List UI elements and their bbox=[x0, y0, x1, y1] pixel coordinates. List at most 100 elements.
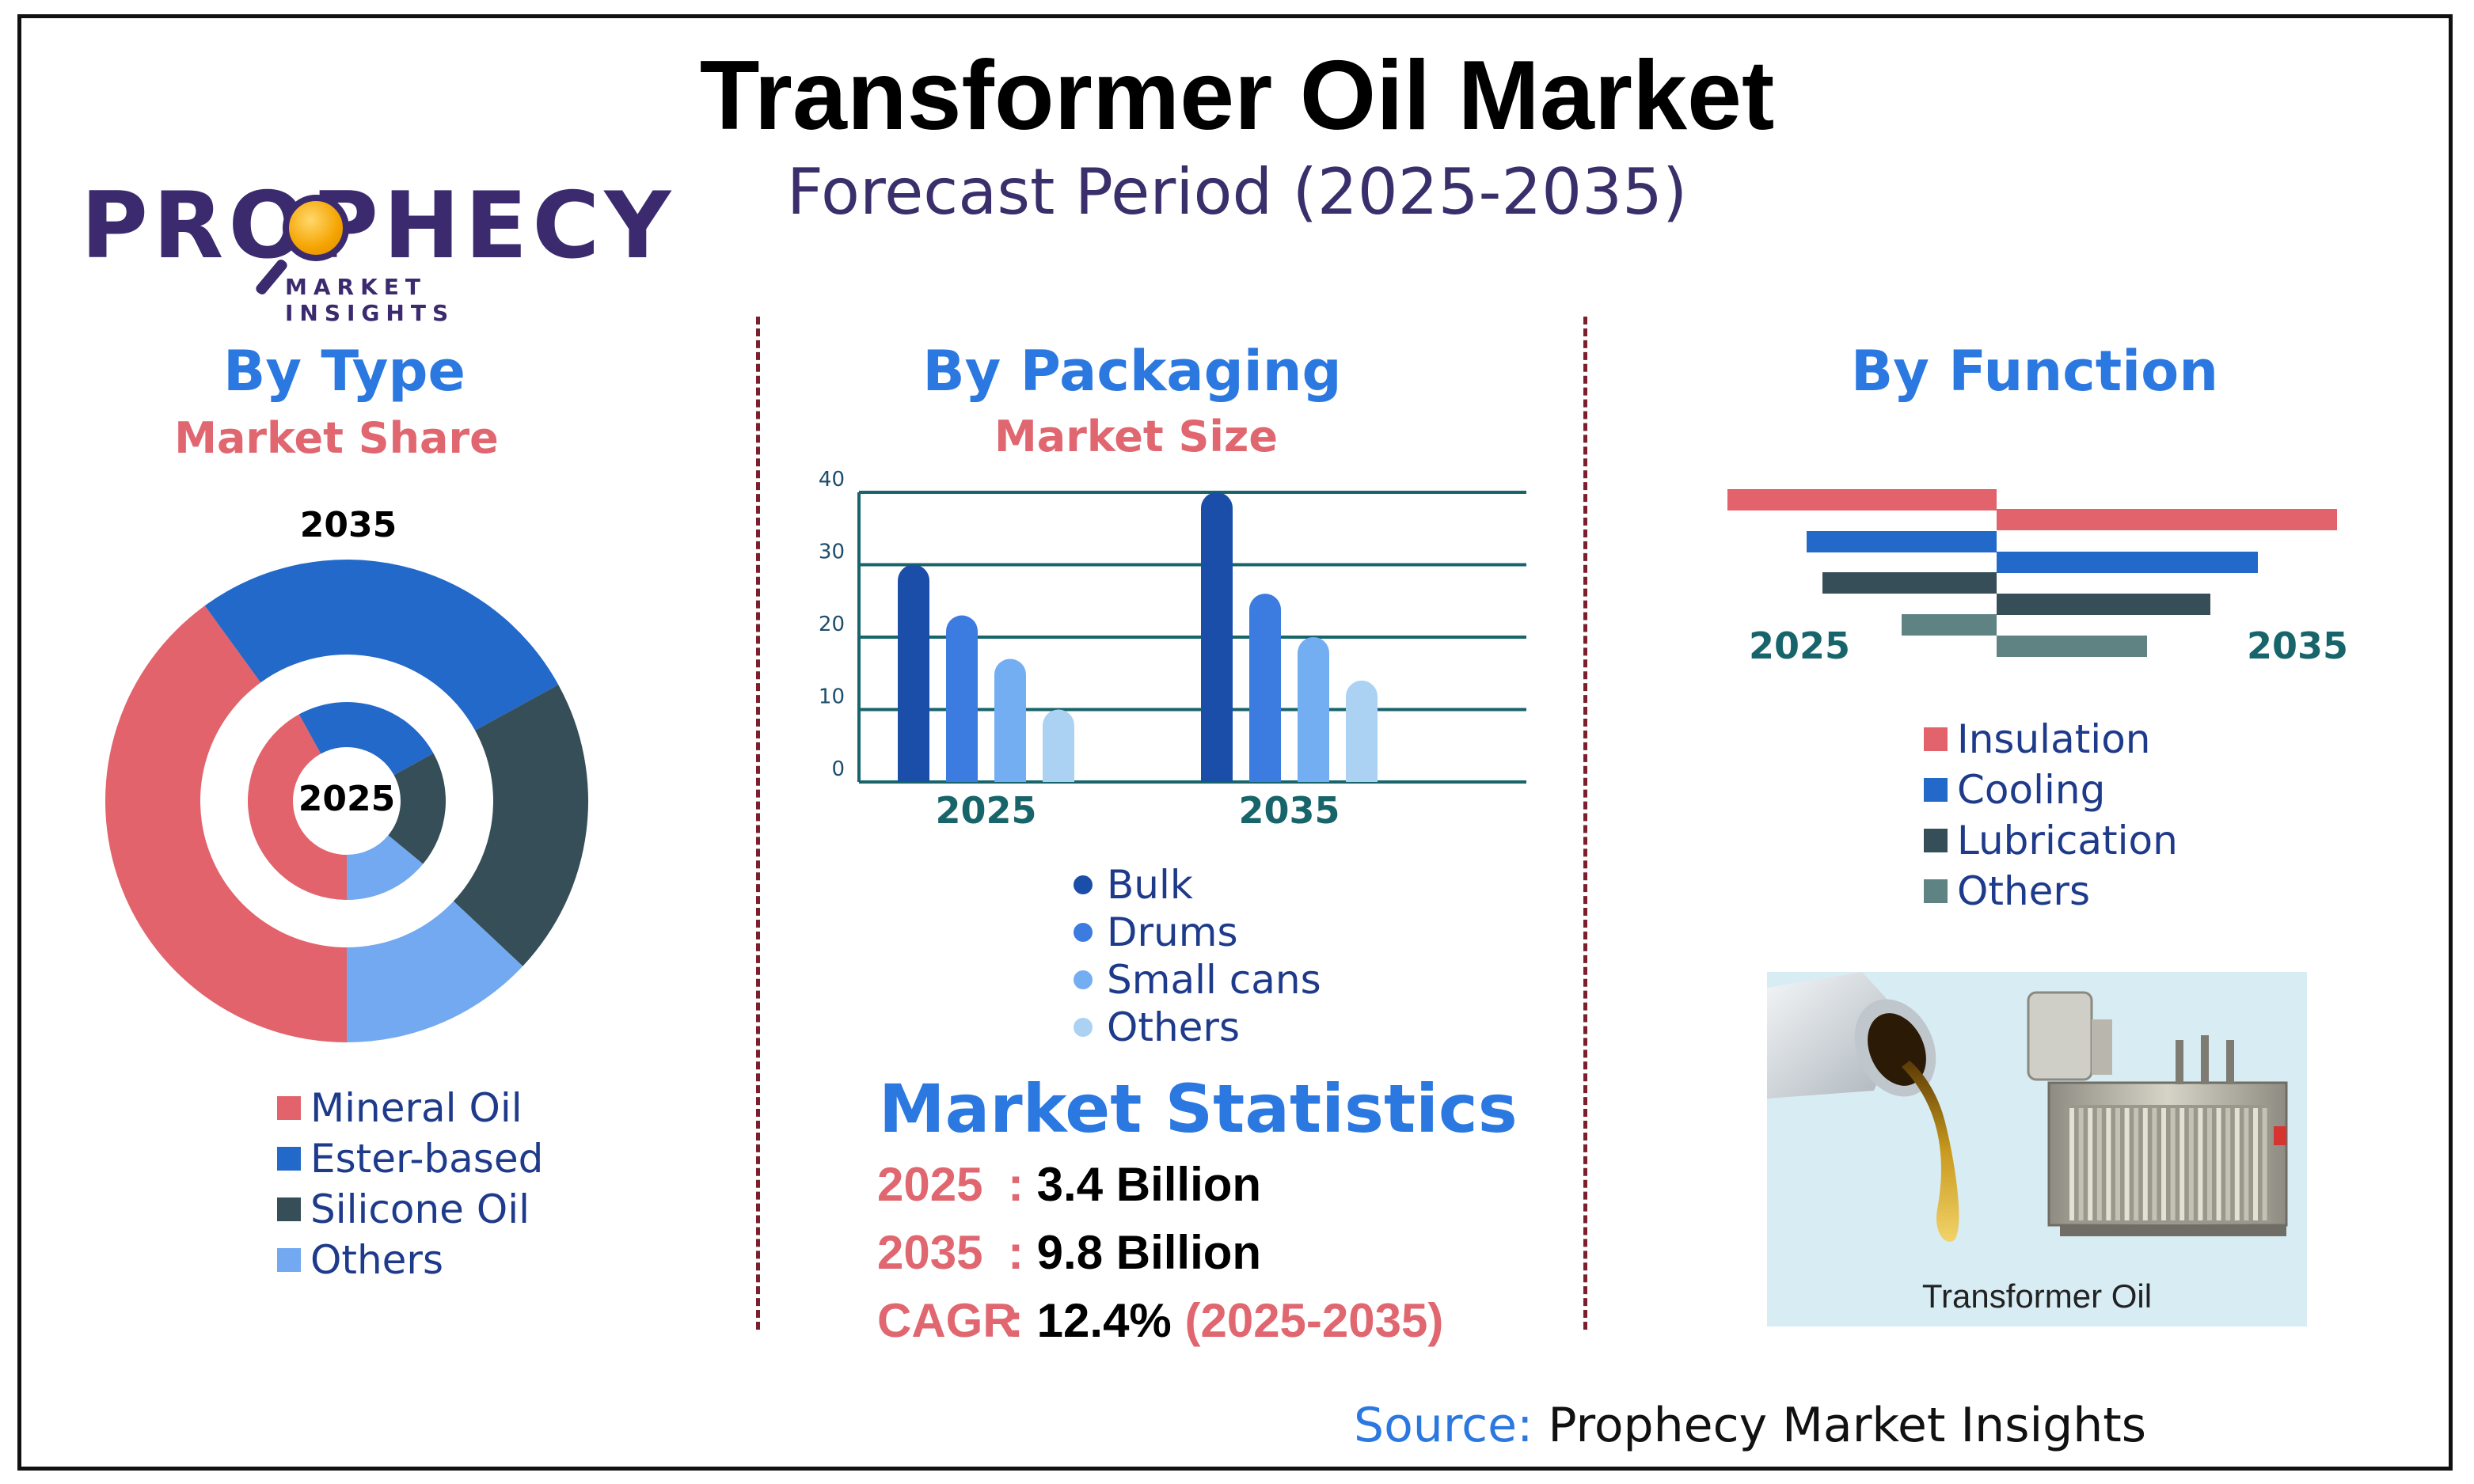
radiator-fin bbox=[2188, 1108, 2194, 1220]
radiator-fin bbox=[2142, 1108, 2148, 1220]
type-donut-chart: 2035 2025 bbox=[105, 505, 588, 1042]
photo-caption: Transformer Oil bbox=[1921, 1277, 2153, 1315]
stat-row-2035: 2035: 9.8 Billion bbox=[877, 1225, 1261, 1280]
stat-key: 2025 bbox=[877, 1158, 983, 1211]
y-tick-label: 20 bbox=[819, 613, 845, 636]
radiator-fin bbox=[2170, 1108, 2176, 1220]
stat-key: 2035 bbox=[877, 1226, 983, 1279]
outer-ring-slice-silicone-oil bbox=[453, 685, 588, 966]
legend-label: Lubrication bbox=[1957, 818, 2178, 863]
stat-row-2025: 2025: 3.4 Billion bbox=[877, 1157, 1261, 1212]
packaging-legend: Bulk Drums Small cans Others bbox=[1074, 861, 1321, 1051]
legend-label: Cooling bbox=[1957, 767, 2106, 813]
others-dot bbox=[1074, 1018, 1093, 1037]
outer-ring-label: 2035 bbox=[300, 505, 397, 545]
radiator-fin bbox=[2069, 1108, 2074, 1220]
source-credit: Source: Prophecy Market Insights bbox=[1354, 1398, 2146, 1453]
legend-item-bulk: Bulk bbox=[1074, 861, 1321, 909]
brand-logo: PROPHECY MARKET INSIGHTS bbox=[81, 180, 671, 327]
legend-label: Drums bbox=[1107, 909, 1238, 955]
radiator-fin bbox=[2115, 1108, 2120, 1220]
logo-tagline: MARKET INSIGHTS bbox=[285, 274, 455, 326]
radiator-fin bbox=[2088, 1108, 2093, 1220]
bar-2035-lubrication bbox=[1997, 594, 2210, 615]
bar-2035-bulk bbox=[1201, 492, 1233, 782]
stat-colon: : bbox=[1008, 1158, 1037, 1211]
x-tick-label: 2035 bbox=[1238, 789, 1340, 832]
page-title: Transformer Oil Market bbox=[699, 41, 1775, 150]
cooling-swatch bbox=[1924, 778, 1948, 802]
inner-ring-slice-ester-based bbox=[298, 702, 434, 776]
transformer-oil-photo: Transformer Oil bbox=[1767, 972, 2307, 1326]
silicone-oil-swatch bbox=[277, 1197, 301, 1221]
legend-item-small-cans: Small cans bbox=[1074, 956, 1321, 1004]
inner-ring-slice-others bbox=[347, 835, 424, 900]
packaging-heading: By Packaging bbox=[922, 339, 1342, 404]
transformer-oil-illustration bbox=[1767, 972, 2288, 1242]
radiator-fin bbox=[2124, 1108, 2130, 1220]
radiator-fin bbox=[2262, 1108, 2267, 1220]
stat-colon: : bbox=[1008, 1294, 1037, 1347]
bulk-dot bbox=[1074, 875, 1093, 894]
magnifier-icon bbox=[283, 195, 349, 261]
legend-label: Small cans bbox=[1107, 957, 1321, 1003]
outer-ring-slice-ester-based bbox=[204, 560, 559, 731]
legend-item-others: Others bbox=[1924, 866, 2178, 917]
radiator-fin bbox=[2078, 1108, 2084, 1220]
ester-based-swatch bbox=[277, 1147, 301, 1171]
legend-item-ester-based: Ester-based bbox=[277, 1133, 543, 1184]
bar-2025-drums bbox=[946, 615, 978, 782]
small-cans-dot bbox=[1074, 970, 1093, 989]
outer-ring-slice-mineral-oil bbox=[105, 605, 347, 1042]
bar-2035-others bbox=[1997, 636, 2147, 657]
stat-key: CAGR bbox=[877, 1294, 1017, 1347]
y-tick-label: 30 bbox=[819, 541, 845, 564]
radiator-fin bbox=[2207, 1108, 2212, 1220]
legend-label: Insulation bbox=[1957, 716, 2151, 762]
legend-label: Bulk bbox=[1107, 862, 1193, 908]
bar-2025-insulation bbox=[1727, 489, 1997, 510]
infographic-frame bbox=[17, 14, 2453, 1471]
legend-item-silicone-oil: Silicone Oil bbox=[277, 1184, 543, 1235]
packaging-bar-chart: 0 10 20 30 40 2025 2035 bbox=[819, 468, 1526, 832]
source-label: Source: bbox=[1354, 1398, 1533, 1453]
bar-2025-others bbox=[1902, 614, 1997, 636]
legend-item-lubrication: Lubrication bbox=[1924, 815, 2178, 866]
stat-value: 12.4% bbox=[1036, 1294, 1172, 1347]
radiator-fin bbox=[2096, 1108, 2102, 1220]
legend-item-cooling: Cooling bbox=[1924, 765, 2178, 815]
bar-2035-drums bbox=[1249, 594, 1281, 782]
legend-item-mineral-oil: Mineral Oil bbox=[277, 1083, 543, 1133]
radiator-fin bbox=[2106, 1108, 2111, 1220]
type-heading: By Type bbox=[222, 339, 466, 404]
bar-2025-bulk bbox=[898, 564, 929, 782]
insulation-swatch bbox=[1924, 727, 1948, 751]
others-swatch bbox=[277, 1248, 301, 1272]
stat-colon: : bbox=[1008, 1226, 1037, 1279]
function-left-year-label: 2025 bbox=[1749, 624, 1850, 667]
logo-wordmark: PROPHECY bbox=[81, 173, 676, 279]
legend-item-others: Others bbox=[277, 1235, 543, 1285]
bar-2025-cooling bbox=[1807, 531, 1997, 552]
radiator-fin bbox=[2216, 1108, 2221, 1220]
legend-label: Others bbox=[1957, 868, 2091, 914]
drums-dot bbox=[1074, 923, 1093, 942]
radiator-fin bbox=[2253, 1108, 2258, 1220]
radiator-fin bbox=[2179, 1108, 2185, 1220]
legend-label: Silicone Oil bbox=[310, 1186, 530, 1232]
type-legend: Mineral Oil Ester-based Silicone Oil Oth… bbox=[277, 1083, 543, 1285]
inner-ring-slice-silicone-oil bbox=[388, 753, 446, 864]
bar-2025-small-cans bbox=[994, 659, 1026, 782]
inner-ring-slice-mineral-oil bbox=[247, 714, 347, 900]
stat-period: (2025-2035) bbox=[1184, 1294, 1444, 1347]
radiator-fin bbox=[2134, 1108, 2139, 1220]
legend-item-others: Others bbox=[1074, 1004, 1321, 1051]
legend-label: Others bbox=[310, 1237, 444, 1283]
stat-row-cagr: CAGR: 12.4% (2025-2035) bbox=[877, 1293, 1443, 1348]
bar-2035-others bbox=[1346, 680, 1378, 782]
bar-2025-lubrication bbox=[1822, 572, 1997, 594]
function-right-year-label: 2035 bbox=[2247, 624, 2348, 667]
stats-title: Market Statistics bbox=[879, 1070, 1518, 1148]
function-heading: By Function bbox=[1850, 339, 2219, 404]
radiator-fin bbox=[2152, 1108, 2157, 1220]
